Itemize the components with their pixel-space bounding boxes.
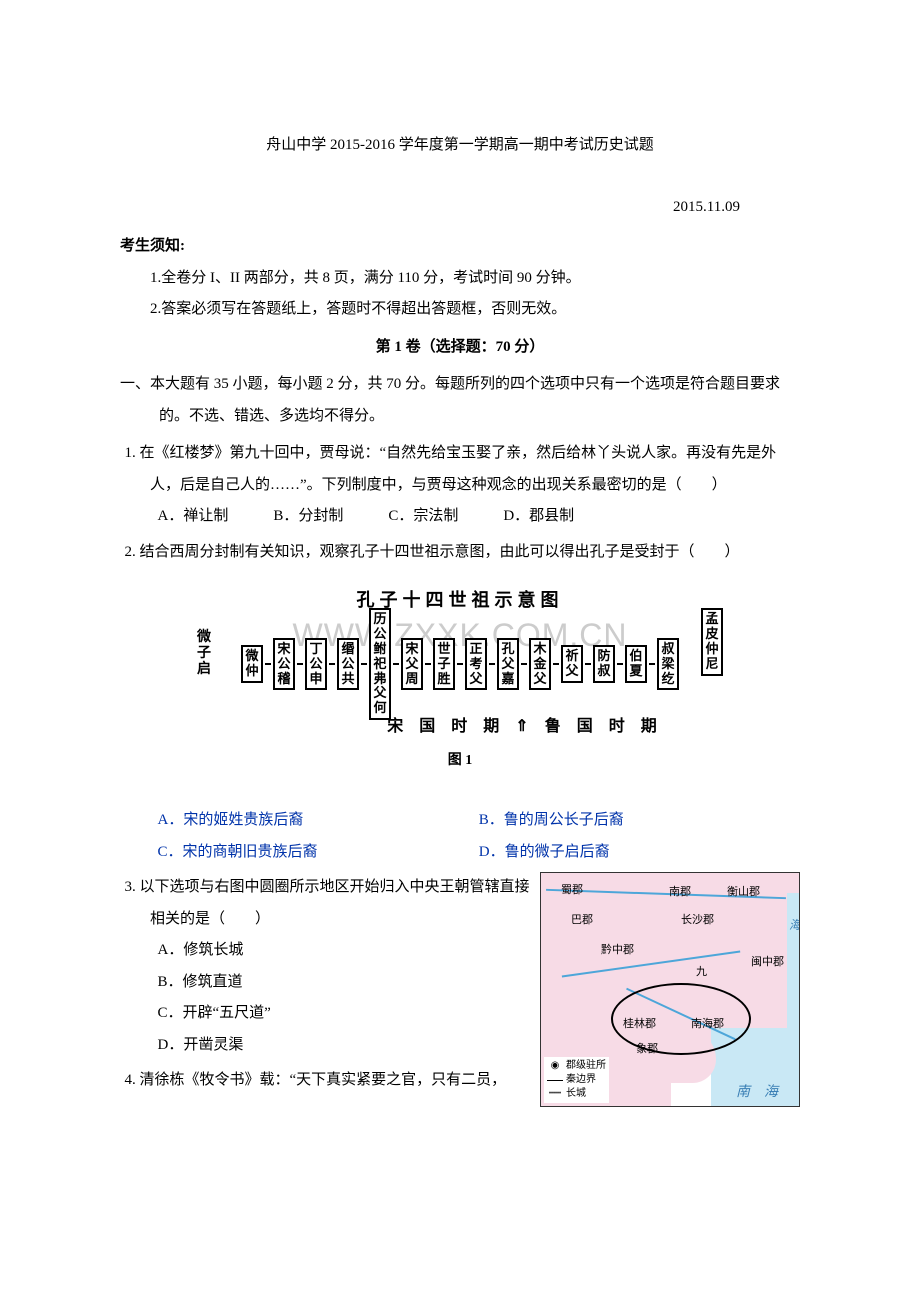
dbox-13: 叔梁纥 <box>657 638 679 691</box>
dbox-3: 缗公共 <box>337 638 359 691</box>
diagram-row: 微子启 微仲 宋公稽 丁公申 缗公共 历公鲋祀弗父何 宋父周 世子胜 正考父 孔… <box>241 624 679 705</box>
map-label: 黔中郡 <box>601 939 634 962</box>
question-4: 4. 清徐栋《牧令书》载：“天下真实紧要之官，只有二员， <box>120 1065 530 1097</box>
q2-opt-b: B．鲁的周公长子后裔 <box>479 805 800 837</box>
dbox-2: 丁公申 <box>305 638 327 691</box>
map-sea-label: 南 海 <box>736 1078 778 1107</box>
question-3: 3. 以下选项与右图中圆圈所示地区开始归入中央王朝管辖直接相关的是（ ） A．修… <box>120 872 530 1061</box>
instruction: 一、本大题有 35 小题，每小题 2 分，共 70 分。每题所列的四个选项中只有… <box>120 369 800 432</box>
dbox-1: 宋公稽 <box>273 638 295 691</box>
q3-map: 蜀郡 巴郡 黔中郡 长沙郡 衡山郡 南郡 九 闽中郡 桂林郡 南海郡 象郡 南 … <box>540 872 800 1107</box>
q3-text: 3. 以下选项与右图中圆圈所示地区开始归入中央王朝管辖直接相关的是（ ） <box>120 872 530 935</box>
map-label: 巴郡 <box>571 909 593 932</box>
map-label: 闽中郡 <box>751 951 784 974</box>
notice-header: 考生须知: <box>120 231 800 263</box>
q2-options-row2: C．宋的商朝旧贵族后裔 D．鲁的微子启后裔 <box>120 837 800 869</box>
dbox-10: 祈父 <box>561 645 583 683</box>
section-header: 第 1 卷（选择题：70 分） <box>120 332 800 364</box>
map-label: 衡山郡 <box>727 881 760 904</box>
dbox-4: 历公鲋祀弗父何 <box>369 608 391 721</box>
question-3-wrap: 3. 以下选项与右图中圆圈所示地区开始归入中央王朝管辖直接相关的是（ ） A．修… <box>120 872 800 1107</box>
q2-text: 2. 结合西周分封制有关知识，观察孔子十四世祖示意图，由此可以得出孔子是受封于（… <box>120 537 800 569</box>
notice-item-2: 2.答案必须写在答题纸上，答题时不得超出答题框，否则无效。 <box>120 294 800 326</box>
q1-text: 1. 在《红楼梦》第九十回中，贾母说：“自然先给宝玉娶了亲，然后给林丫头说人家。… <box>120 438 800 501</box>
map-label: 蜀郡 <box>561 879 583 902</box>
map-label: 九 <box>696 961 707 984</box>
dbox-11: 防叔 <box>593 645 615 683</box>
dbox-0: 微仲 <box>241 645 263 683</box>
q2-opt-c: C．宋的商朝旧贵族后裔 <box>158 837 479 869</box>
dbox-5: 宋父周 <box>401 638 423 691</box>
question-2: 2. 结合西周分封制有关知识，观察孔子十四世祖示意图，由此可以得出孔子是受封于（… <box>120 537 800 869</box>
dbox-12: 伯夏 <box>625 645 647 683</box>
page-title: 舟山中学 2015-2016 学年度第一学期高一期中考试历史试题 <box>120 130 800 162</box>
q3-opt-d: D．开凿灵渠 <box>120 1030 530 1062</box>
diagram-left-label: 微子启 <box>197 630 211 678</box>
notice-item-1: 1.全卷分 I、II 两部分，共 8 页，满分 110 分，考试时间 90 分钟… <box>120 263 800 295</box>
period-label: 宋 国 时 期 ⇑ 鲁 国 时 期 <box>120 706 800 744</box>
dbox-6: 世子胜 <box>433 638 455 691</box>
map-side-label: 海 <box>789 913 800 938</box>
exam-date: 2015.11.09 <box>120 192 740 224</box>
dbox-8: 孔父嘉 <box>497 638 519 691</box>
q2-opt-d: D．鲁的微子启后裔 <box>479 837 800 869</box>
q3-opt-c: C．开辟“五尺道” <box>120 998 530 1030</box>
q2-opt-a: A．宋的姬姓贵族后裔 <box>158 805 479 837</box>
figure-number: 图 1 <box>120 746 800 775</box>
dbox-7: 正考父 <box>465 638 487 691</box>
diagram-title: 孔子十四世祖示意图 <box>120 582 800 620</box>
dbox-9: 木金父 <box>529 638 551 691</box>
map-legend: ◉郡级驻所 秦边界 ┅┅长城 <box>544 1057 609 1103</box>
q3-opt-a: A．修筑长城 <box>120 935 530 967</box>
q3-opt-b: B．修筑直道 <box>120 967 530 999</box>
map-label: 南郡 <box>669 881 691 904</box>
q2-options-row1: A．宋的姬姓贵族后裔 B．鲁的周公长子后裔 <box>120 805 800 837</box>
q2-diagram: WWW.ZXXK.COM.CN 孔子十四世祖示意图 微子启 微仲 宋公稽 丁公申… <box>120 582 800 775</box>
question-1: 1. 在《红楼梦》第九十回中，贾母说：“自然先给宝玉娶了亲，然后给林丫头说人家。… <box>120 438 800 533</box>
diagram-right-label: 孟皮仲尼 <box>701 608 723 676</box>
q4-text: 4. 清徐栋《牧令书》载：“天下真实紧要之官，只有二员， <box>120 1065 530 1097</box>
map-oval <box>611 983 751 1055</box>
q1-options: A．禅让制 B．分封制 C．宗法制 D．郡县制 <box>120 501 800 533</box>
map-label: 长沙郡 <box>681 909 714 932</box>
